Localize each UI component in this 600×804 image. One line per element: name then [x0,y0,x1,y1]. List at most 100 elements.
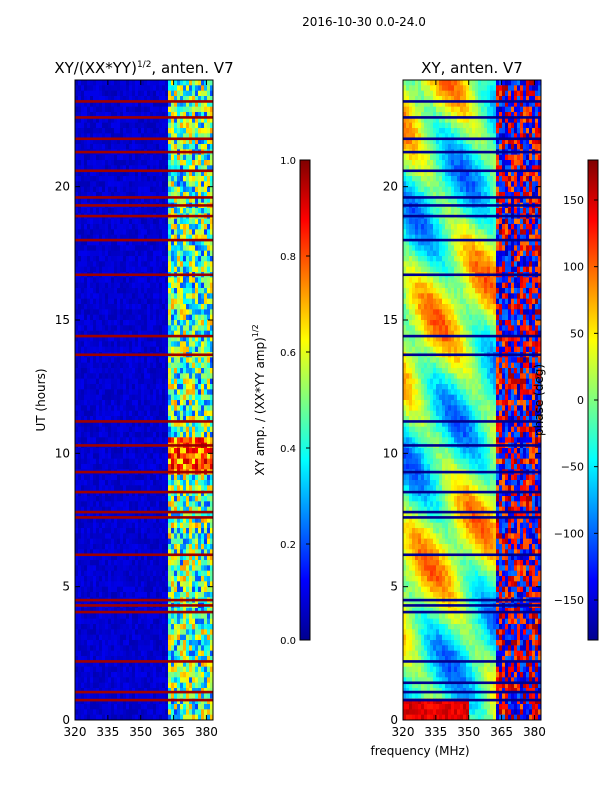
heatmap-cell [93,458,97,465]
heatmap-cell [150,101,154,108]
heatmap-cell [141,629,145,636]
heatmap-cell [195,304,199,310]
heatmap-cell [105,336,109,342]
heatmap-cell [135,421,139,428]
heatmap-cell [138,309,142,316]
heatmap-cell [138,218,142,225]
heatmap-cell [141,197,145,204]
heatmap-cell [81,320,85,326]
heatmap-cell [129,106,133,113]
heatmap-cell [207,346,211,353]
heatmap-cell [126,314,130,321]
heatmap-cell [81,426,85,433]
heatmap-cell [192,565,196,572]
heatmap-cell [147,528,151,534]
heatmap-cell [201,416,205,422]
heatmap-cell [159,416,163,422]
heatmap-cell [138,170,142,177]
heatmap-cell [168,309,172,316]
heatmap-cell [168,645,172,652]
heatmap-cell [120,218,124,225]
heatmap-cell [168,138,172,145]
heatmap-cell [87,634,91,641]
heatmap-cell [165,320,169,326]
heatmap-cell [147,400,151,406]
heatmap-cell [207,133,211,140]
heatmap-cell [90,634,94,641]
heatmap-cell [147,277,151,284]
heatmap-cell [165,368,169,374]
heatmap-cell [153,506,157,513]
heatmap-cell [165,613,169,620]
heatmap-cell [186,645,190,652]
heatmap-cell [195,565,199,572]
heatmap-cell [210,256,213,262]
heatmap-cell [207,421,211,428]
heatmap-cell [201,432,205,438]
heatmap-cell [141,224,145,230]
heatmap-cell [162,464,166,470]
heatmap-cell [204,181,208,188]
heatmap-cell [90,293,94,300]
heatmap-cell [192,106,196,113]
heatmap-cell [210,282,213,289]
heatmap-cell [177,293,181,300]
heatmap-cell [165,362,169,369]
heatmap-cell [141,192,145,198]
heatmap-cell [171,554,175,561]
heatmap-cell [81,101,85,108]
heatmap-cell [114,624,118,630]
heatmap-cell [174,586,178,593]
heatmap-cell [111,432,115,438]
heatmap-cell [126,554,130,561]
heatmap-cell [189,554,193,561]
heatmap-cell [87,282,91,289]
heatmap-cell [153,512,157,518]
heatmap-cell [159,645,163,652]
heatmap-cell [171,432,175,438]
heatmap-cell [150,528,154,534]
heatmap-cell [144,245,148,252]
heatmap-cell [129,357,133,364]
heatmap-cell [78,325,82,332]
heatmap-cell [117,192,121,198]
heatmap-cell [102,394,106,401]
heatmap-cell [162,640,166,646]
heatmap-cell [96,138,100,145]
heatmap-cell [132,245,136,252]
heatmap-cell [87,485,91,492]
heatmap-cell [204,197,208,204]
heatmap-cell [168,650,172,657]
heatmap-cell [195,138,199,145]
heatmap-cell [156,277,160,284]
heatmap-cell [180,181,184,188]
heatmap-cell [84,90,88,97]
heatmap-cell [204,165,208,172]
heatmap-cell [81,517,85,524]
heatmap-cell [201,224,205,230]
heatmap-cell [162,240,166,246]
heatmap-cell [141,346,145,353]
heatmap-cell [198,410,202,417]
heatmap-cell [96,282,100,289]
heatmap-cell [165,282,169,289]
heatmap-cell [207,634,211,641]
heatmap-cell [120,314,124,321]
heatmap-cell [117,106,121,113]
heatmap-cell [162,138,166,145]
heatmap-cell [84,330,88,337]
heatmap-cell [126,165,130,172]
heatmap-cell [105,405,109,412]
heatmap-cell [111,218,115,225]
heatmap-cell [96,117,100,124]
heatmap-cell [120,234,124,241]
heatmap-cell [87,560,91,566]
heatmap-cell [174,208,178,214]
heatmap-cell [183,128,187,134]
heatmap-cell [135,389,139,396]
heatmap-cell [111,176,115,182]
heatmap-cell [99,101,103,108]
heatmap-cell [108,410,112,417]
heatmap-cell [90,282,94,289]
heatmap-cell [168,549,172,556]
